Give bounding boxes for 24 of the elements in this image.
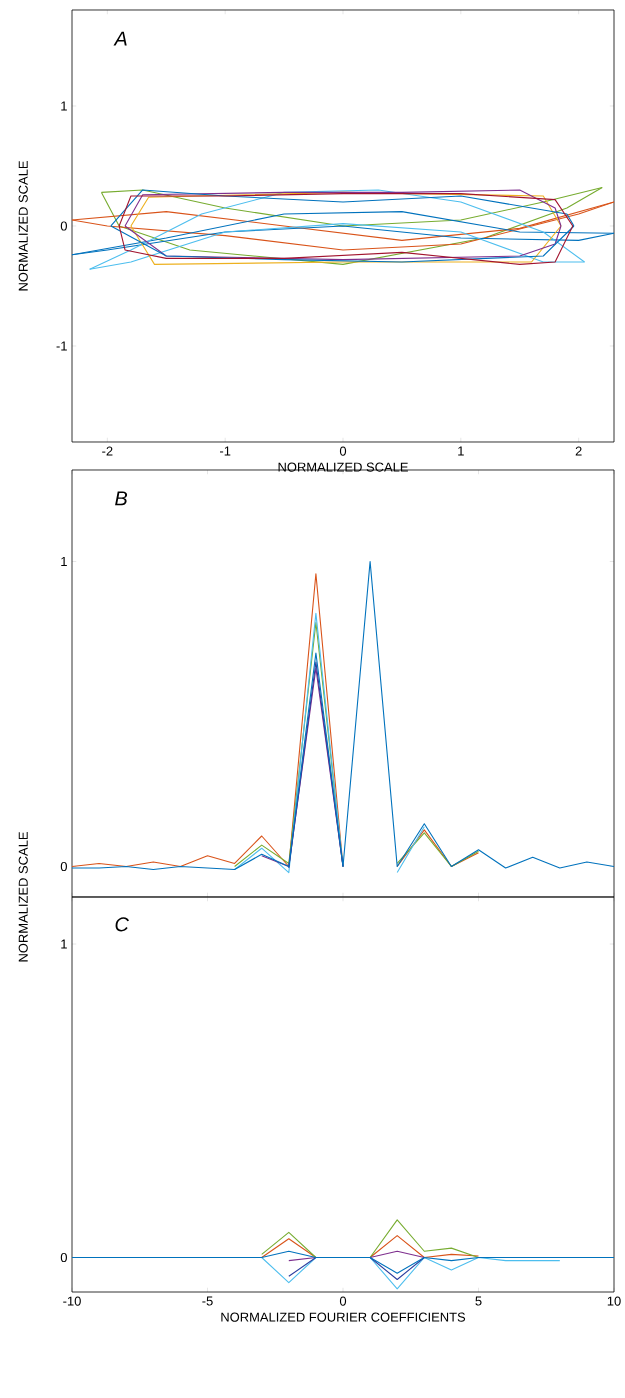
x-axis-title: NORMALIZED FOURIER COEFFICIENTS — [221, 1312, 466, 1322]
x-tick-label: -1 — [220, 446, 231, 456]
x-tick-label: -5 — [202, 1296, 213, 1306]
y-tick-label: 0 — [60, 861, 67, 872]
x-axis-title: NORMALIZED SCALE — [278, 462, 408, 472]
y-tick-label: 1 — [61, 939, 67, 949]
x-tick-label: -2 — [102, 446, 113, 456]
text: A — [113, 31, 127, 46]
x-tick-label: -10 — [63, 1296, 81, 1306]
y-tick-label: 0 — [60, 1252, 67, 1263]
y-tick-label: 0 — [60, 221, 67, 231]
y-tick-label: 1 — [61, 557, 67, 566]
y-axis-title: NORMALIZED SCALE — [18, 161, 28, 291]
x-tick-label: 2 — [575, 446, 582, 456]
text: B — [115, 491, 128, 506]
x-tick-label: 10 — [607, 1296, 621, 1306]
y-tick-label: 1 — [61, 101, 67, 111]
y-tick-label: -1 — [56, 341, 67, 351]
y-axis-title: NORMALIZED SCALE — [18, 832, 28, 962]
x-tick-label: 1 — [458, 446, 464, 456]
x-tick-label: 5 — [475, 1296, 482, 1306]
x-tick-label: 0 — [339, 446, 347, 456]
x-tick-label: 0 — [339, 1296, 347, 1306]
text: C — [115, 917, 129, 932]
